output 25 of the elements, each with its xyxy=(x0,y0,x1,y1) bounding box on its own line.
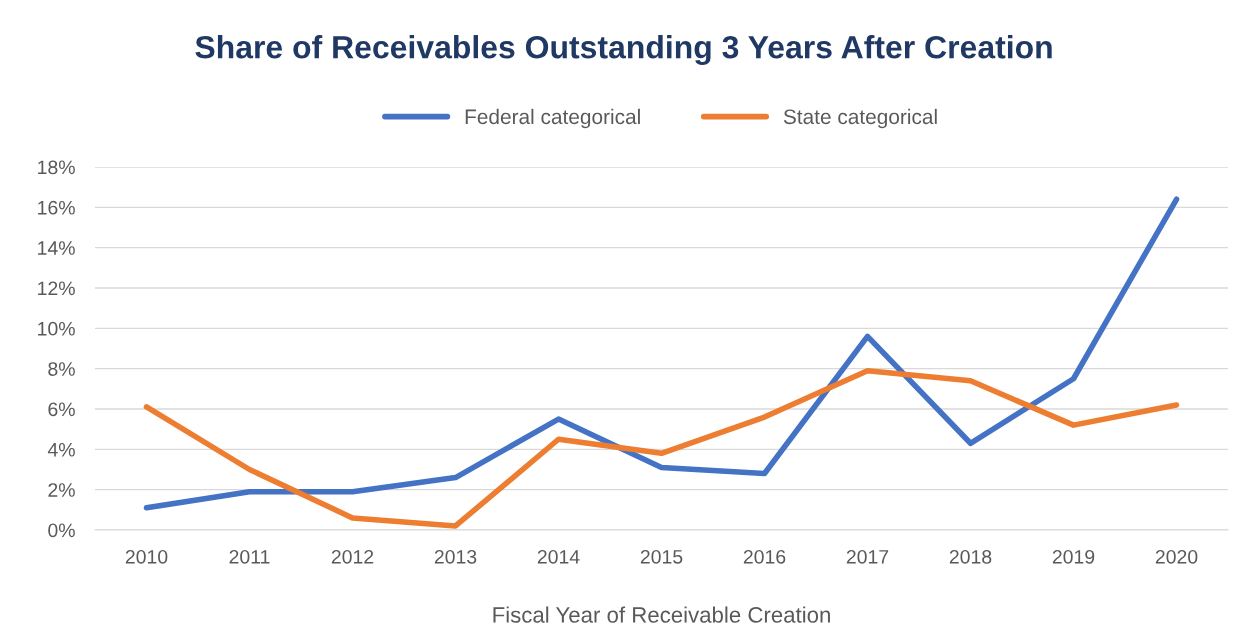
y-tick-label: 10% xyxy=(38,321,75,336)
x-tick-label: 2019 xyxy=(1052,549,1095,564)
x-tick-label: 2020 xyxy=(1155,549,1198,564)
y-tick-label: 6% xyxy=(48,402,75,417)
x-tick-label: 2017 xyxy=(846,549,889,564)
legend-label: State categorical xyxy=(783,108,937,129)
y-tick-label: 18% xyxy=(38,160,75,175)
x-tick-label: 2015 xyxy=(640,549,683,564)
y-tick-label: 12% xyxy=(38,281,75,296)
x-tick-label: 2016 xyxy=(743,549,786,564)
x-tick-label: 2013 xyxy=(434,549,477,564)
y-tick-label: 2% xyxy=(48,483,75,497)
y-tick-label: 0% xyxy=(48,523,75,538)
y-tick-label: 16% xyxy=(38,200,75,215)
x-tick-label: 2012 xyxy=(331,549,374,564)
x-tick-label: 2011 xyxy=(229,549,270,564)
x-tick-label: 2014 xyxy=(537,549,580,564)
y-tick-label: 4% xyxy=(47,442,75,457)
x-axis-title: Fiscal Year of Receivable Creation xyxy=(493,606,830,623)
y-tick-label: 8% xyxy=(48,362,75,376)
y-tick-label: 14% xyxy=(38,241,75,255)
x-tick-label: 2018 xyxy=(949,549,992,564)
chart-title: Share of Receivables Outstanding 3 Years After Creation xyxy=(195,35,1052,65)
x-tick-label: 2010 xyxy=(125,549,168,564)
legend-label: Federal categorical xyxy=(465,108,640,129)
